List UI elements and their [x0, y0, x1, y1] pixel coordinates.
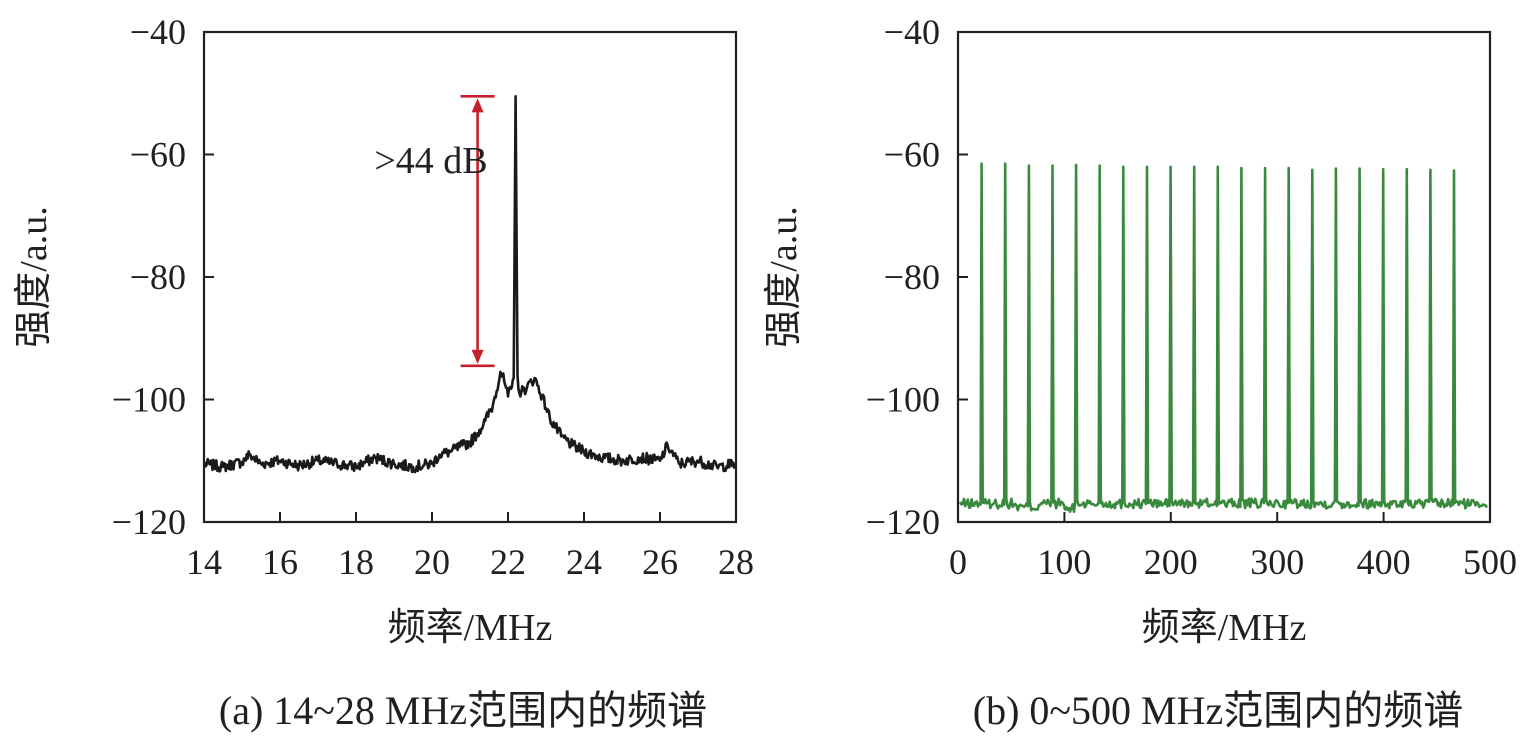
panel-b-series-line	[958, 162, 1489, 513]
annotation-label: >44 dB	[374, 140, 487, 182]
annotation-arrowhead-up	[471, 98, 484, 113]
panel-b-ylabel: 强度/a.u.	[763, 206, 805, 347]
y-tick-label: −120	[866, 502, 940, 542]
x-tick-label: 500	[1463, 542, 1517, 582]
panel-a-series-line	[203, 95, 738, 474]
panel-a-plot-frame	[202, 30, 738, 524]
x-tick-label: 14	[186, 542, 222, 582]
panel-a-annotation: >44 dB	[374, 95, 495, 368]
panel-a-grid: 14 16 18 20 22 24 26 28 −40 −60 −80 −100 −120	[112, 12, 754, 582]
x-tick-label: 26	[642, 542, 678, 582]
x-tick-label: 24	[566, 542, 602, 582]
y-tick-label: −100	[866, 380, 940, 420]
panel-a-ylabel: 强度/a.u.	[13, 206, 55, 347]
y-tick-label: −40	[884, 12, 940, 52]
panel-a-xlabel: 频率/MHz	[388, 607, 553, 649]
x-tick-label: 0	[949, 542, 967, 582]
x-tick-label: 400	[1357, 542, 1411, 582]
x-tick-label: 100	[1037, 542, 1091, 582]
y-tick-label: −60	[884, 135, 940, 175]
x-tick-label: 16	[262, 542, 298, 582]
y-tick-label: −80	[130, 257, 186, 297]
panel-b-caption: (b) 0~500 MHz范围内的频谱	[973, 688, 1464, 733]
y-tick-label: −40	[130, 12, 186, 52]
x-tick-label: 28	[718, 542, 754, 582]
annotation-arrowhead-down	[471, 349, 484, 364]
y-tick-label: −60	[130, 135, 186, 175]
x-tick-label: 18	[338, 542, 374, 582]
panel-b-grid: 0 100 200 300 400 500 −40 −60 −80 −100 −120	[866, 12, 1517, 582]
y-tick-label: −120	[112, 502, 186, 542]
x-tick-label: 20	[414, 542, 450, 582]
y-tick-label: −100	[112, 380, 186, 420]
y-tick-label: −80	[884, 257, 940, 297]
x-tick-label: 22	[490, 542, 526, 582]
panel-b-xlabel: 频率/MHz	[1142, 607, 1307, 649]
x-tick-label: 300	[1250, 542, 1304, 582]
panel-a-caption: (a) 14~28 MHz范围内的频谱	[219, 688, 707, 733]
x-tick-label: 200	[1144, 542, 1198, 582]
panel-a: 14 16 18 20 22 24 26 28 −40 −60 −80 −100 −120 >44 dB…	[13, 12, 754, 733]
panel-b-plot-frame	[956, 30, 1492, 524]
panel-b: 0 100 200 300 400 500 −40 −60 −80 −100 −120 频率/MHz…	[763, 12, 1517, 733]
